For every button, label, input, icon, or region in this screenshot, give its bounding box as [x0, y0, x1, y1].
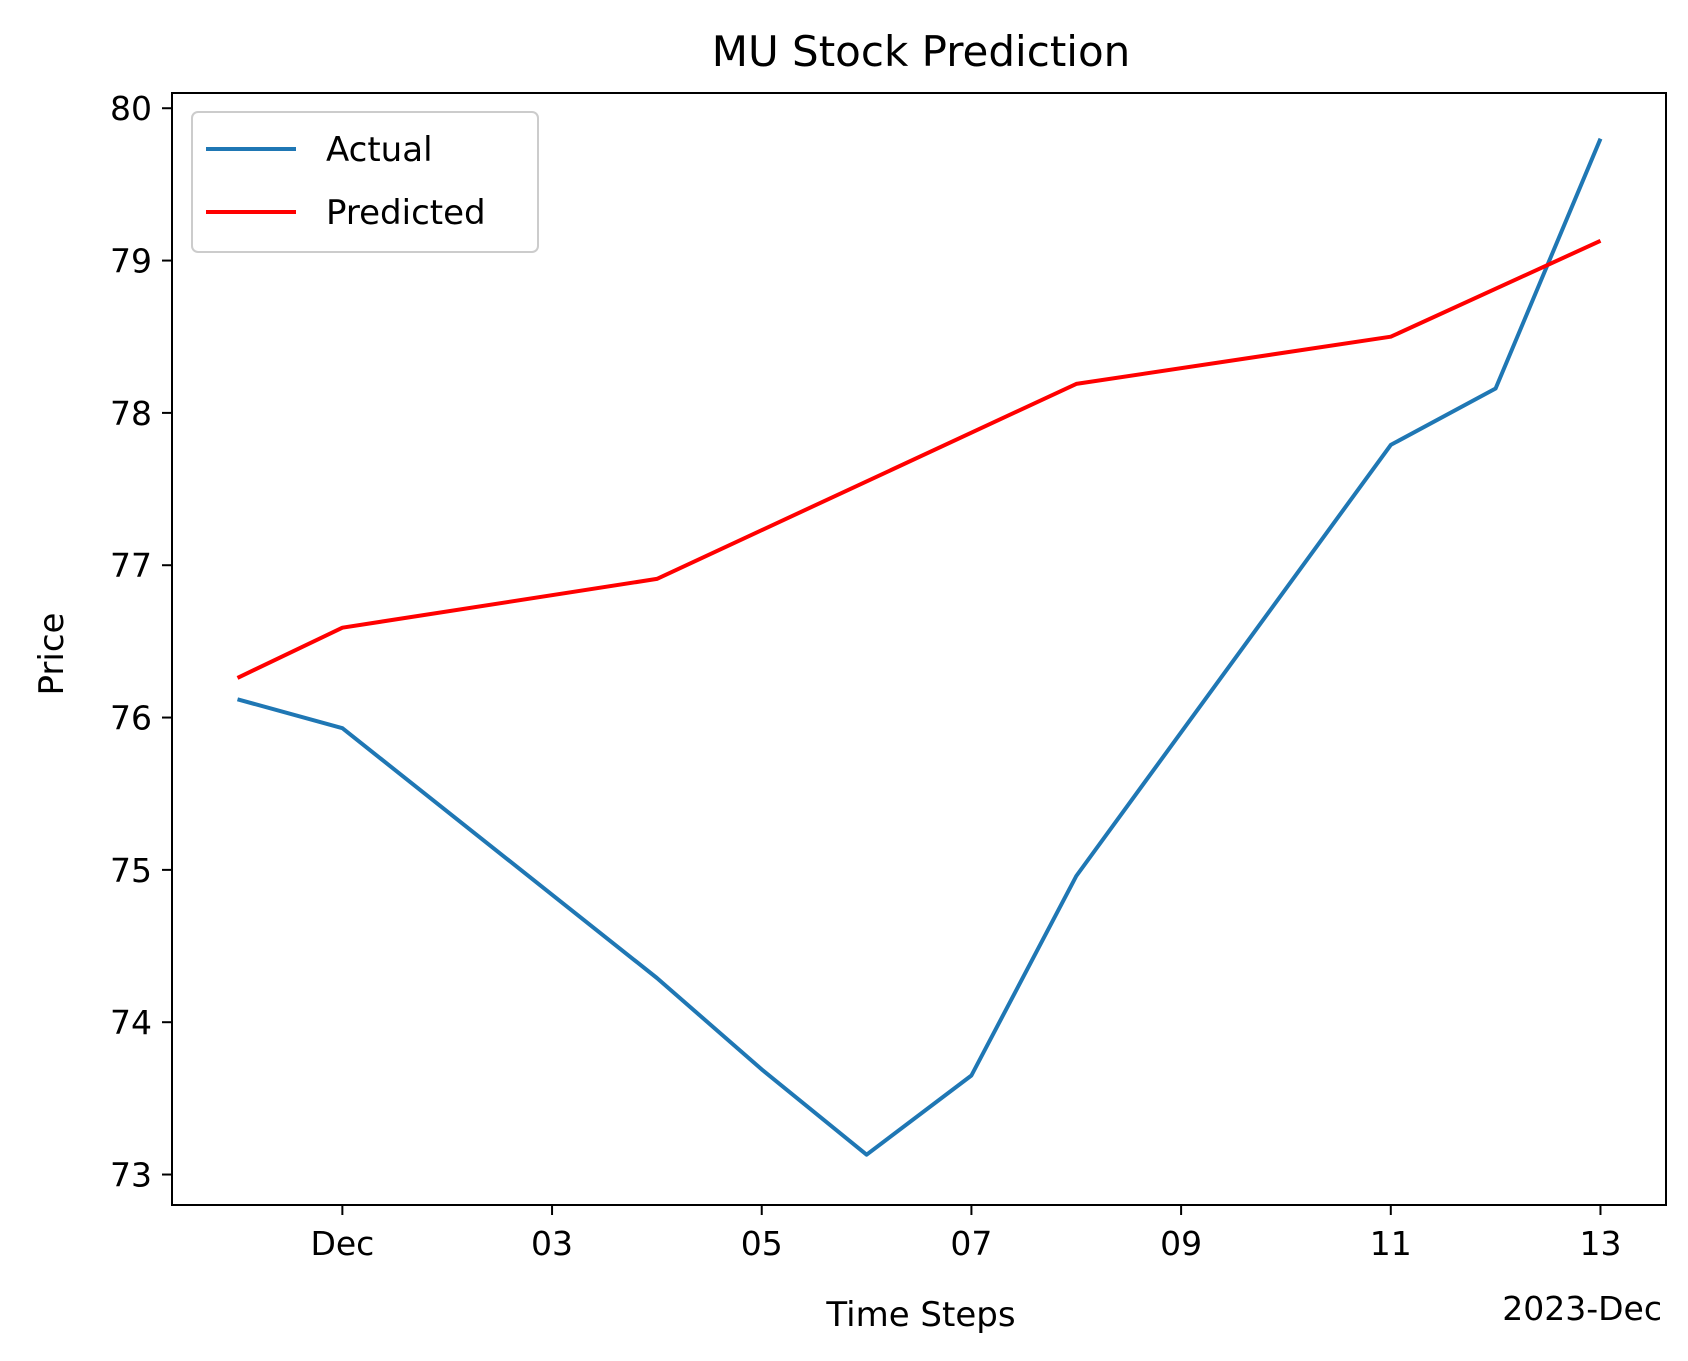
- x-tick-label: 07: [950, 1224, 992, 1263]
- y-axis-label: Price: [32, 613, 72, 696]
- y-tick-label: 75: [110, 851, 152, 890]
- legend-label-actual: Actual: [326, 130, 433, 170]
- series-line-actual: [236, 137, 1603, 1157]
- legend-label-predicted: Predicted: [326, 193, 486, 233]
- series-line-predicted: [236, 238, 1602, 680]
- x-tick-label: Dec: [310, 1224, 374, 1263]
- y-axis-ticks: 73 74 75 76 77 78 79 80: [110, 89, 172, 1195]
- x-axis-offset-label: 2023-Dec: [1502, 1289, 1662, 1328]
- chart-title: MU Stock Prediction: [712, 27, 1131, 76]
- x-tick-label: 03: [531, 1224, 573, 1263]
- x-tick-label: 05: [741, 1224, 783, 1263]
- x-axis-ticks: Dec 03 05 07 09 11 13: [310, 1205, 1621, 1263]
- y-tick-label: 73: [110, 1156, 152, 1195]
- y-tick-label: 78: [110, 394, 152, 433]
- y-tick-label: 76: [110, 699, 152, 738]
- series-lines: [236, 137, 1603, 1157]
- x-axis-label: Time Steps: [825, 1295, 1015, 1335]
- plot-area-frame: [171, 92, 1667, 1206]
- y-tick-label: 79: [110, 242, 152, 281]
- y-tick-label: 80: [110, 89, 152, 128]
- x-tick-label: 13: [1579, 1224, 1621, 1263]
- legend: Actual Predicted: [191, 111, 539, 253]
- y-tick-label: 77: [110, 546, 152, 585]
- x-tick-label: 11: [1370, 1224, 1412, 1263]
- x-tick-label: 09: [1160, 1224, 1202, 1263]
- y-tick-label: 74: [110, 1003, 152, 1042]
